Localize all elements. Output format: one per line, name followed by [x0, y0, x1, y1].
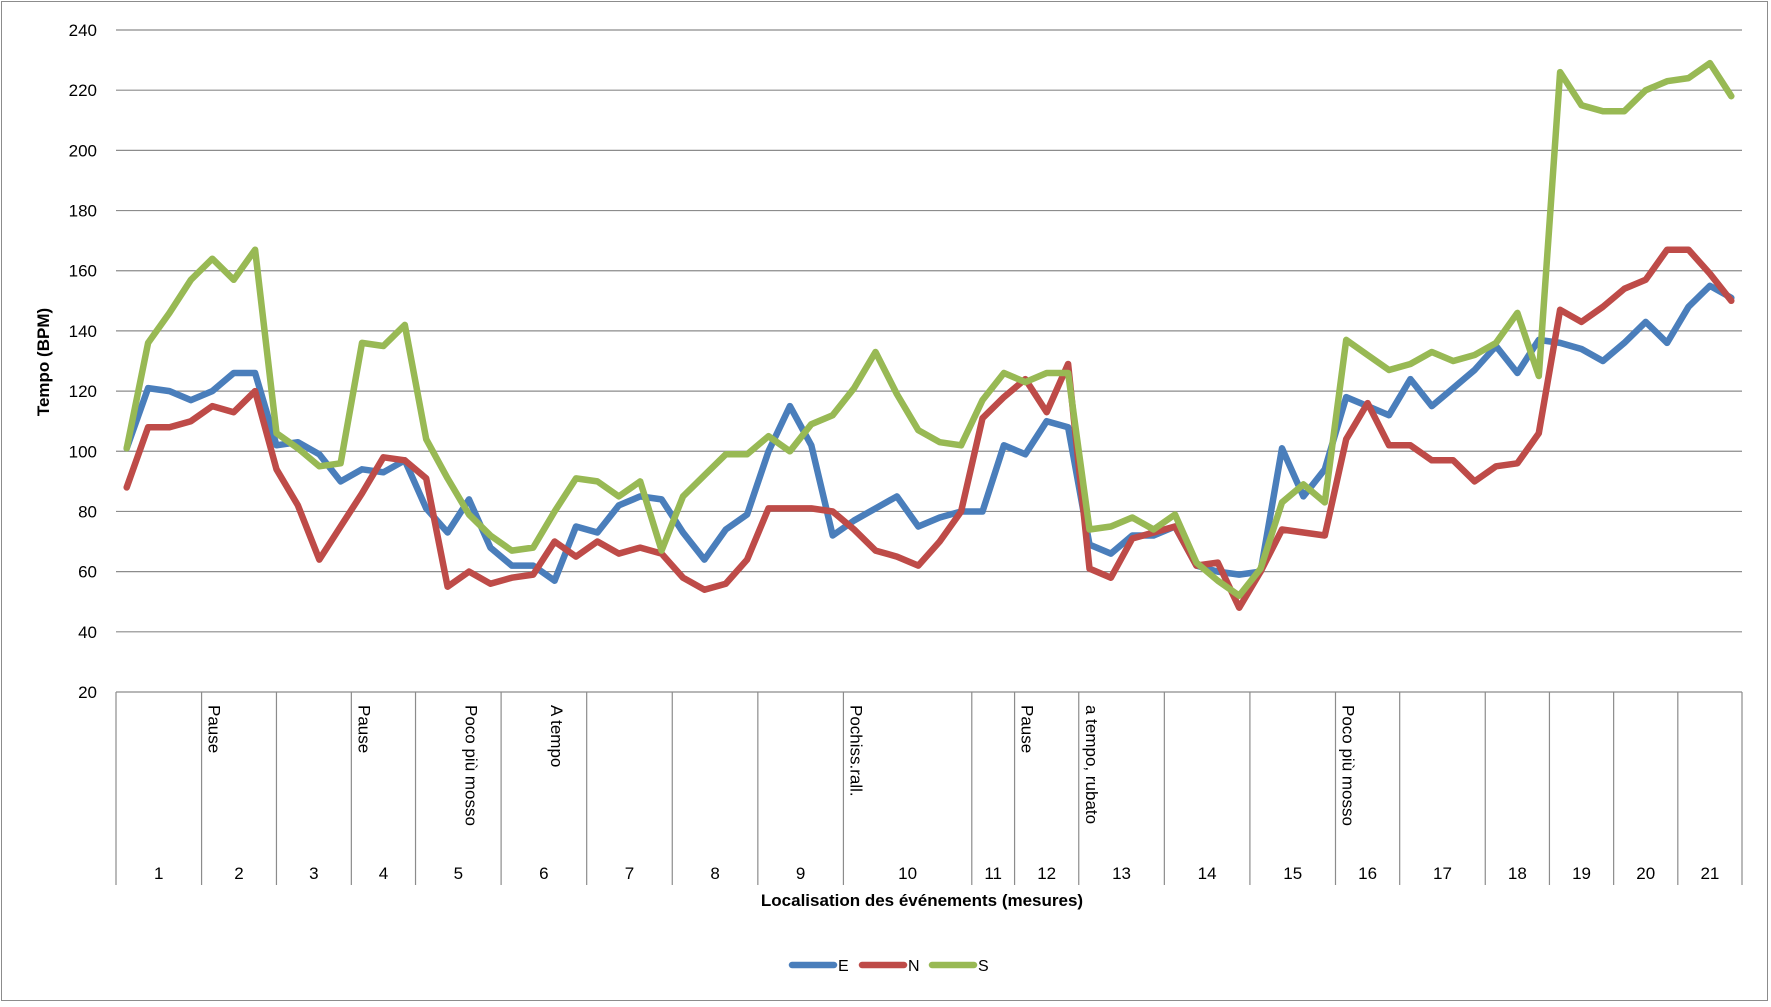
y-tick-label: 60 — [78, 563, 97, 582]
y-tick-label: 180 — [69, 202, 97, 221]
y-tick-label: 80 — [78, 502, 97, 521]
y-tick-label: 20 — [78, 683, 97, 702]
measure-label: 21 — [1700, 864, 1719, 883]
measure-label: 18 — [1508, 864, 1527, 883]
annotation-label: Pause — [354, 705, 373, 753]
y-tick-label: 40 — [78, 623, 97, 642]
y-tick-label: 200 — [69, 141, 97, 160]
measure-label: 19 — [1572, 864, 1591, 883]
annotation-label: a tempo, rubato — [1082, 705, 1101, 824]
measure-label: 13 — [1112, 864, 1131, 883]
measure-label: 10 — [898, 864, 917, 883]
measure-label: 5 — [454, 864, 463, 883]
y-axis-title: Tempo (BPM) — [34, 308, 53, 416]
x-axis: 1 2 3 4 5 6 7 8 9 10 11 12 13 14 15 16 17 18 19 20 21 — [115, 692, 1743, 885]
legend-label-n: N — [908, 958, 920, 975]
measure-label: 2 — [234, 864, 243, 883]
x-axis-title: Localisation des événements (mesures) — [761, 891, 1083, 910]
series-line-e — [123, 282, 1735, 584]
y-tick-label: 140 — [69, 322, 97, 341]
y-tick-label: 120 — [69, 382, 97, 401]
measure-label: 1 — [154, 864, 163, 883]
measure-label: 7 — [625, 864, 634, 883]
y-tick-label: 100 — [69, 442, 97, 461]
measure-label: 3 — [309, 864, 318, 883]
annotation-label: Poco più mosso — [1339, 705, 1358, 826]
measure-label: 11 — [984, 864, 1002, 883]
y-tick-label: 160 — [69, 262, 97, 281]
measure-label: 6 — [539, 864, 548, 883]
y-tick-label: 240 — [69, 21, 97, 40]
y-axis: 20 40 60 80 100 120 140 160 180 200 220 240 — [69, 21, 97, 702]
gridlines — [116, 29, 1742, 693]
measure-label: 8 — [710, 864, 719, 883]
annotation-label: Pause — [205, 705, 224, 753]
series-line-s — [123, 59, 1735, 599]
annotation-label: Poco più mosso — [461, 705, 480, 826]
series-line-n — [123, 246, 1735, 611]
annotation-label: Pause — [1018, 705, 1037, 753]
series-lines — [123, 59, 1735, 611]
measure-label: 9 — [796, 864, 805, 883]
measure-label: 15 — [1283, 864, 1302, 883]
annotation-label: Pochiss.rall. — [846, 705, 865, 797]
measure-label: 14 — [1198, 864, 1217, 883]
measure-label: 17 — [1433, 864, 1452, 883]
measure-label: 4 — [379, 864, 388, 883]
annotations: Pause Pause Poco più mosso A tempo Pochiss.r… — [205, 705, 1358, 826]
y-tick-label: 220 — [69, 81, 97, 100]
annotation-label: A tempo — [547, 705, 566, 767]
legend-label-s: S — [978, 958, 989, 975]
measure-label: 12 — [1037, 864, 1056, 883]
measure-label: 20 — [1636, 864, 1655, 883]
legend-label-e: E — [838, 958, 849, 975]
measure-label: 16 — [1358, 864, 1377, 883]
